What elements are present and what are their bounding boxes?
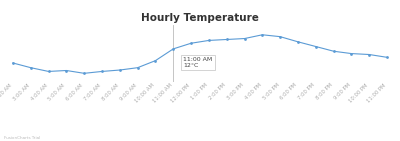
Title: Hourly Temperature: Hourly Temperature — [141, 13, 259, 23]
Text: FusionCharts Trial: FusionCharts Trial — [4, 136, 40, 140]
Text: 11:00 AM
12°C: 11:00 AM 12°C — [183, 57, 212, 68]
